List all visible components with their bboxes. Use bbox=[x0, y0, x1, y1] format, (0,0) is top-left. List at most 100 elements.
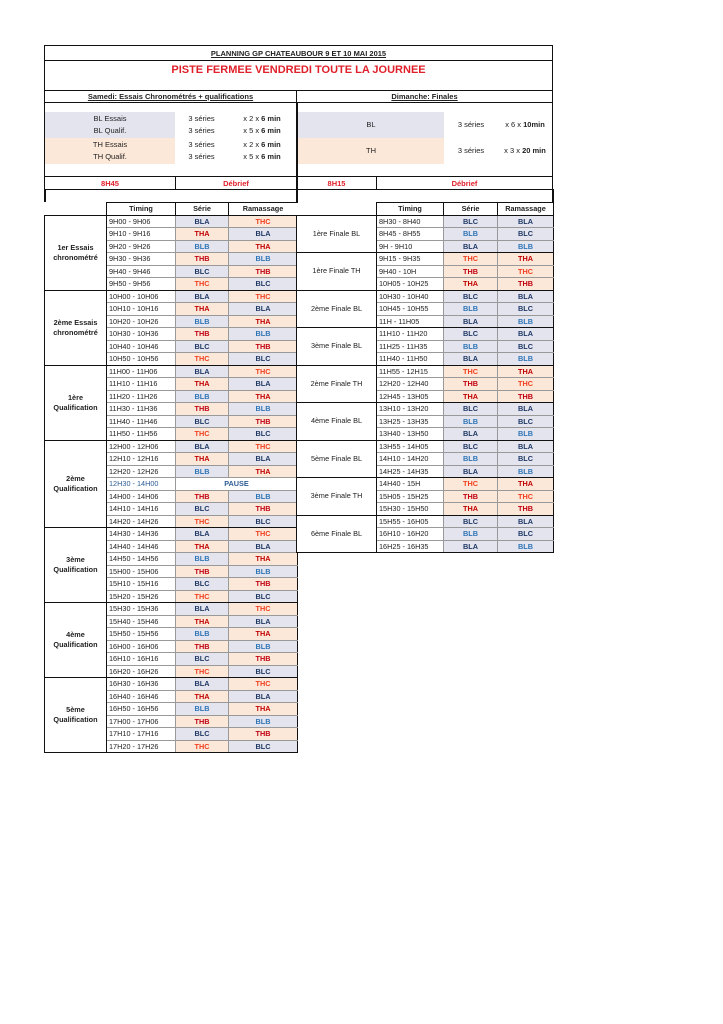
serie-cell: BLA bbox=[443, 464, 498, 478]
serie-cell: THB bbox=[443, 377, 498, 391]
ramassage-cell: BLC bbox=[228, 589, 298, 603]
timing-cell: 14H30 - 14H36 bbox=[106, 527, 176, 541]
summary-format-prefix: x 2 x bbox=[243, 140, 262, 149]
serie-cell: BLA bbox=[175, 439, 229, 453]
ramassage-cell: BLC bbox=[497, 527, 554, 541]
ramassage-cell: BLC bbox=[497, 227, 554, 241]
sunday-block-label: 2ème Finale TH bbox=[296, 364, 377, 403]
timing-cell: 16H10 - 16H16 bbox=[106, 652, 176, 666]
timing-cell: 15H05 - 15H25 bbox=[376, 489, 444, 503]
timing-cell: 10H05 - 10H25 bbox=[376, 277, 444, 291]
serie-cell: THC bbox=[443, 477, 498, 491]
ramassage-cell: THB bbox=[228, 652, 298, 666]
sunday-row: 1ère Finale BL 8H30 - 8H40 BLC BLA bbox=[296, 214, 554, 253]
sunday-block-label: 6ème Finale BL bbox=[296, 514, 377, 553]
sunday-block-label: 3ème Finale TH bbox=[296, 477, 377, 516]
summary-series-col: 3 séries bbox=[444, 138, 498, 164]
summary-format-prefix: x 5 x bbox=[243, 126, 262, 135]
saturday-row: 12H10 - 12H16 THA BLA bbox=[45, 452, 298, 466]
ramassage-cell: THC bbox=[228, 602, 298, 616]
saturday-block-label: 5ème Qualification bbox=[44, 677, 107, 753]
timing-cell: 9H40 - 10H bbox=[376, 264, 444, 278]
center-divider bbox=[296, 102, 298, 202]
saturday-row: 11H20 - 11H26 BLB THA bbox=[45, 389, 298, 403]
ramassage-cell: BLB bbox=[228, 327, 298, 341]
serie-cell: THB bbox=[175, 402, 229, 416]
summary-format-prefix: x 3 x bbox=[504, 146, 523, 155]
serie-cell: BLA bbox=[175, 214, 229, 228]
serie-cell: BLC bbox=[175, 727, 229, 741]
summary-series-col: 3 séries 3 séries bbox=[175, 112, 228, 138]
saturday-row: 2ème Qualification 12H00 - 12H06 BLA THC bbox=[44, 439, 298, 528]
sunday-heading: Dimanche: Finales bbox=[296, 90, 553, 103]
column-header-timing: Timing bbox=[376, 202, 444, 216]
timing-cell: 14H10 - 14H20 bbox=[376, 452, 444, 466]
summary-label: TH bbox=[366, 146, 376, 155]
ramassage-cell: BLA bbox=[228, 302, 298, 316]
timing-cell: 14H20 - 14H26 bbox=[106, 514, 176, 528]
timing-cell: 15H50 - 15H56 bbox=[106, 627, 176, 641]
ramassage-cell: BLA bbox=[497, 327, 554, 341]
summary-label: BL Qualif. bbox=[93, 126, 127, 135]
timing-cell: 11H50 - 11H56 bbox=[106, 427, 176, 441]
serie-cell: BLB bbox=[443, 227, 498, 241]
saturday-row: 11H10 - 11H16 THA BLA bbox=[45, 377, 298, 391]
serie-cell: BLA bbox=[175, 602, 229, 616]
sunday-block-label: 1ère Finale BL bbox=[296, 214, 377, 253]
timing-cell: 10H30 - 10H40 bbox=[376, 289, 444, 303]
ramassage-cell: BLA bbox=[497, 439, 554, 453]
ramassage-cell: THA bbox=[228, 314, 298, 328]
serie-cell: THC bbox=[175, 352, 229, 366]
serie-cell: THA bbox=[175, 539, 229, 553]
sunday-row: 2ème Finale BL 10H30 - 10H40 BLC BLA bbox=[296, 289, 554, 328]
serie-cell: THB bbox=[175, 564, 229, 578]
column-header-serie: Série bbox=[443, 202, 498, 216]
sunday-block-label: 1ère Finale TH bbox=[296, 252, 377, 291]
summary-format-duration: 6 min bbox=[261, 152, 281, 161]
timing-cell: 11H40 - 11H46 bbox=[106, 414, 176, 428]
timing-cell: 13H25 - 13H35 bbox=[376, 414, 444, 428]
saturday-row: 16H20 - 16H26 THC BLC bbox=[45, 664, 298, 678]
timing-cell: 16H50 - 16H56 bbox=[106, 702, 176, 716]
saturday-row: 17H00 - 17H06 THB BLB bbox=[45, 714, 298, 728]
saturday-block-label: 4ème Qualification bbox=[44, 602, 107, 678]
header-spacer bbox=[44, 202, 107, 215]
saturday-row: 11H40 - 11H46 BLC THB bbox=[45, 414, 298, 428]
serie-cell: THA bbox=[175, 302, 229, 316]
serie-cell: THB bbox=[175, 252, 229, 266]
timing-cell: 13H55 - 14H05 bbox=[376, 439, 444, 453]
serie-cell: BLB bbox=[443, 452, 498, 466]
timing-cell: 12H20 - 12H40 bbox=[376, 377, 444, 391]
timing-cell: 11H10 - 11H16 bbox=[106, 377, 176, 391]
ramassage-cell: THC bbox=[497, 489, 554, 503]
timing-cell: 17H00 - 17H06 bbox=[106, 714, 176, 728]
saturday-row: 9H10 - 9H16 THA BLA bbox=[45, 227, 298, 241]
sunday-row: 1ère Finale TH 9H15 - 9H35 THC THA bbox=[296, 252, 554, 291]
serie-cell: BLC bbox=[175, 414, 229, 428]
timing-cell: 14H40 - 14H46 bbox=[106, 539, 176, 553]
ramassage-cell: THA bbox=[228, 552, 298, 566]
summary-category-bl: BL bbox=[298, 112, 444, 138]
serie-cell: BLC bbox=[175, 652, 229, 666]
ramassage-cell: THB bbox=[228, 264, 298, 278]
notice-box: PISTE FERMEE VENDREDI TOUTE LA JOURNEE bbox=[44, 60, 553, 91]
summary-series-col: 3 séries bbox=[444, 112, 498, 138]
timing-cell: 12H10 - 12H16 bbox=[106, 452, 176, 466]
timing-cell: 10H20 - 10H26 bbox=[106, 314, 176, 328]
saturday-row: 15H10 - 15H16 BLC THB bbox=[45, 577, 298, 591]
serie-cell: BLA bbox=[443, 539, 498, 553]
sunday-row: 8H45 - 8H55 BLB BLC bbox=[297, 227, 554, 241]
sunday-row: 15H30 - 15H50 THA THB bbox=[297, 502, 554, 516]
ramassage-cell: THA bbox=[228, 627, 298, 641]
serie-cell: BLC bbox=[443, 514, 498, 528]
column-header-row: Timing Série Ramassage bbox=[296, 202, 554, 216]
sunday-block-label: 2ème Finale BL bbox=[296, 289, 377, 328]
serie-cell: BLA bbox=[443, 239, 498, 253]
serie-cell: THB bbox=[175, 489, 229, 503]
saturday-block-label: 2ème Essais chronométré bbox=[44, 289, 107, 366]
ramassage-cell: BLC bbox=[228, 427, 298, 441]
ramassage-cell: BLA bbox=[228, 689, 298, 703]
summary-format-col: x 6 x 10min bbox=[498, 112, 552, 138]
timing-cell: 8H45 - 8H55 bbox=[376, 227, 444, 241]
summary-format-duration: 6 min bbox=[261, 140, 281, 149]
